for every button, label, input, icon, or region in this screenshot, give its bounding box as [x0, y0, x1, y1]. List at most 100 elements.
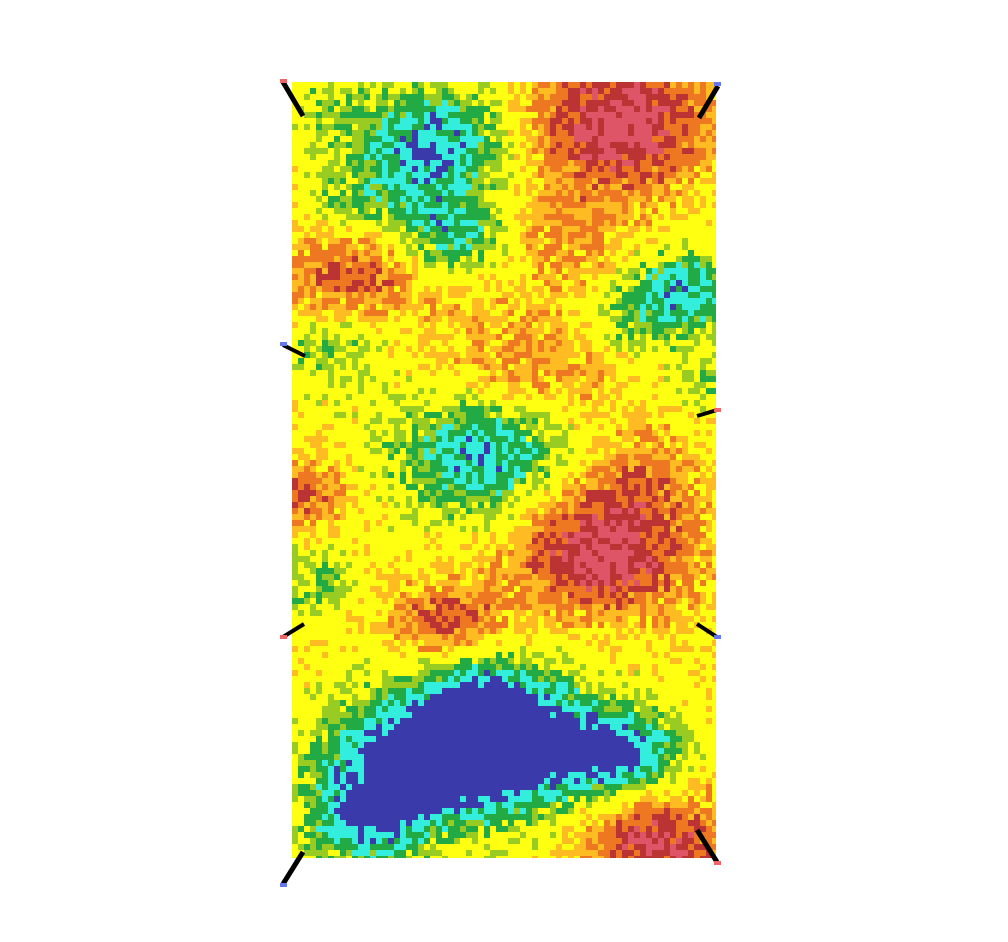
- field-cell: [316, 262, 322, 268]
- field-cell: [694, 298, 700, 304]
- field-cell: [436, 364, 442, 370]
- field-cell: [364, 310, 370, 316]
- field-cell: [376, 490, 382, 496]
- field-cell: [448, 178, 454, 184]
- field-cell: [418, 406, 424, 412]
- field-cell: [424, 172, 430, 178]
- field-cell: [496, 238, 502, 244]
- field-cell: [454, 400, 460, 406]
- field-cell: [622, 280, 628, 286]
- field-cell: [370, 250, 376, 256]
- field-cell: [574, 142, 580, 148]
- field-cell: [388, 238, 394, 244]
- field-cell: [454, 280, 460, 286]
- field-cell: [358, 442, 364, 448]
- field-cell: [664, 370, 670, 376]
- field-cell: [394, 472, 400, 478]
- field-cell: [538, 322, 544, 328]
- field-cell: [382, 496, 388, 502]
- field-cell: [436, 220, 442, 226]
- field-cell: [328, 442, 334, 448]
- field-cell: [298, 118, 304, 124]
- field-cell: [694, 394, 700, 400]
- field-cell: [424, 160, 430, 166]
- field-cell: [346, 430, 352, 436]
- field-cell: [628, 184, 634, 190]
- field-cell: [676, 472, 682, 478]
- field-cell: [322, 454, 328, 460]
- field-cell: [370, 334, 376, 340]
- field-cell: [562, 154, 568, 160]
- field-cell: [670, 412, 676, 418]
- field-cell: [490, 304, 496, 310]
- field-cell: [394, 226, 400, 232]
- field-cell: [352, 154, 358, 160]
- field-cell: [424, 274, 430, 280]
- field-cell: [550, 322, 556, 328]
- field-cell: [508, 298, 514, 304]
- field-cell: [394, 130, 400, 136]
- field-cell: [574, 148, 580, 154]
- field-cell: [316, 424, 322, 430]
- field-cell: [304, 358, 310, 364]
- field-cell: [700, 310, 706, 316]
- field-cell: [358, 262, 364, 268]
- field-cell: [556, 490, 562, 496]
- field-cell: [598, 406, 604, 412]
- field-cell: [556, 496, 562, 502]
- field-cell: [622, 292, 628, 298]
- field-cell: [556, 250, 562, 256]
- field-cell: [292, 394, 298, 400]
- field-cell: [382, 490, 388, 496]
- field-cell: [376, 250, 382, 256]
- field-cell: [610, 310, 616, 316]
- field-cell: [334, 406, 340, 412]
- field-cell: [436, 310, 442, 316]
- field-cell: [586, 412, 592, 418]
- field-cell: [310, 208, 316, 214]
- field-cell: [634, 196, 640, 202]
- field-cell: [322, 418, 328, 424]
- field-cell: [460, 460, 466, 466]
- field-cell: [466, 322, 472, 328]
- field-cell: [694, 304, 700, 310]
- field-cell: [400, 364, 406, 370]
- field-cell: [658, 106, 664, 112]
- field-cell: [400, 298, 406, 304]
- field-cell: [370, 322, 376, 328]
- field-cell: [454, 172, 460, 178]
- field-cell: [712, 472, 716, 478]
- field-cell: [652, 298, 658, 304]
- field-cell: [676, 142, 682, 148]
- field-cell: [520, 190, 526, 196]
- field-cell: [616, 292, 622, 298]
- field-cell: [352, 208, 358, 214]
- field-cell: [694, 94, 700, 100]
- field-cell: [556, 106, 562, 112]
- field-cell: [394, 460, 400, 466]
- field-cell: [292, 286, 298, 292]
- field-cell: [664, 232, 670, 238]
- field-cell: [496, 232, 502, 238]
- field-cell: [406, 502, 412, 508]
- field-cell: [616, 418, 622, 424]
- field-cell: [490, 358, 496, 364]
- field-cell: [694, 484, 700, 490]
- field-cell: [424, 442, 430, 448]
- field-cell: [358, 430, 364, 436]
- field-cell: [550, 100, 556, 106]
- field-cell: [448, 430, 454, 436]
- field-cell: [622, 460, 628, 466]
- field-cell: [394, 154, 400, 160]
- field-cell: [604, 124, 610, 130]
- field-cell: [442, 280, 448, 286]
- field-cell: [436, 352, 442, 358]
- field-cell: [652, 154, 658, 160]
- field-cell: [454, 352, 460, 358]
- field-cell: [622, 172, 628, 178]
- field-cell: [472, 298, 478, 304]
- field-cell: [682, 436, 688, 442]
- field-cell: [634, 460, 640, 466]
- field-cell: [502, 448, 508, 454]
- field-cell: [340, 304, 346, 310]
